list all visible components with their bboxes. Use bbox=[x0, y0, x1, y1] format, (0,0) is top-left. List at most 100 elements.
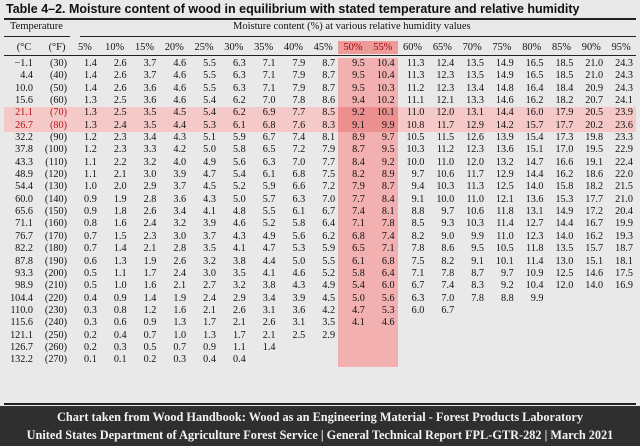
moisture-value-cell: 11.0 bbox=[496, 230, 514, 242]
moisture-value-cell: 12.0 bbox=[427, 107, 458, 120]
moisture-value-cell: 1.1 bbox=[84, 169, 97, 181]
moisture-value-cell: 0.3 bbox=[113, 341, 127, 353]
moisture-value-cell: 9.2 bbox=[500, 280, 514, 292]
temp-fahrenheit-cell: (30) bbox=[50, 58, 67, 69]
moisture-value-cell: 0.1 bbox=[84, 354, 97, 366]
moisture-value-cell: 5.4 bbox=[232, 169, 246, 181]
moisture-value-cell bbox=[427, 330, 457, 342]
moisture-value-cell: 8.4 bbox=[338, 156, 368, 170]
moisture-value-cell: 0.9 bbox=[203, 341, 216, 353]
moisture-value-cell: 14.4 bbox=[525, 169, 544, 181]
moisture-value-cell: 3.6 bbox=[292, 304, 306, 316]
moisture-value-cell bbox=[606, 293, 636, 305]
moisture-value-cell: 1.0 bbox=[113, 280, 127, 292]
moisture-value-cell: 19.5 bbox=[585, 144, 604, 156]
temp-celsius-cell: 115.6 bbox=[10, 317, 33, 329]
moisture-value-cell: 10.3 bbox=[466, 218, 484, 230]
moisture-value-cell: 11.2 bbox=[436, 144, 455, 156]
moisture-value-cell: 18.2 bbox=[555, 95, 574, 107]
moisture-value-cell: 13.5 bbox=[555, 243, 574, 255]
moisture-value-cell: 0.5 bbox=[84, 280, 97, 292]
moisture-value-cell: 20.5 bbox=[576, 107, 607, 120]
moisture-value-cell: 19.1 bbox=[585, 156, 604, 168]
moisture-value-cell: 5.9 bbox=[262, 181, 276, 193]
moisture-value-cell: 13.5 bbox=[466, 58, 484, 69]
moisture-value-cell: 20.4 bbox=[615, 206, 633, 218]
moisture-value-cell: 11.3 bbox=[466, 181, 484, 193]
moisture-value-cell: 15.1 bbox=[525, 144, 544, 156]
moisture-value-cell: 18.6 bbox=[585, 169, 604, 181]
temp-fahrenheit-cell: (80) bbox=[36, 119, 70, 133]
temp-celsius-cell: 4.4 bbox=[20, 70, 33, 82]
moisture-value-cell: 2.6 bbox=[173, 255, 187, 267]
moisture-value-cell bbox=[338, 354, 368, 367]
moisture-value-cell bbox=[576, 330, 606, 342]
moisture-value-cell: 2.6 bbox=[262, 317, 276, 329]
moisture-value-cell: 14.6 bbox=[495, 95, 514, 107]
moisture-value-cell: 7.4 bbox=[441, 280, 455, 292]
moisture-value-cell: 18.7 bbox=[615, 243, 633, 255]
moisture-value-cell: 9.7 bbox=[367, 132, 398, 145]
temp-fahrenheit-cell: (120) bbox=[44, 169, 67, 181]
moisture-value-cell: 4.9 bbox=[203, 156, 216, 168]
moisture-value-cell: 11.0 bbox=[436, 156, 455, 168]
moisture-value-cell: 4.7 bbox=[203, 169, 216, 181]
moisture-value-cell: 16.2 bbox=[525, 95, 544, 107]
moisture-value-cell: 21.0 bbox=[585, 70, 604, 82]
moisture-value-cell bbox=[547, 293, 577, 305]
moisture-value-cell: 7.1 bbox=[338, 218, 368, 231]
moisture-value-cell: 3.1 bbox=[292, 317, 306, 329]
moisture-value-cell: 1.4 bbox=[262, 341, 276, 353]
temp-fahrenheit-cell: (220) bbox=[44, 292, 67, 304]
moisture-value-cell: 7.9 bbox=[292, 70, 306, 82]
moisture-value-cell: 12.3 bbox=[466, 144, 484, 156]
moisture-value-cell: 2.5 bbox=[113, 95, 127, 107]
moisture-value-cell: 6.0 bbox=[411, 304, 425, 316]
moisture-value-cell: 0.4 bbox=[232, 354, 246, 366]
moisture-value-cell: 16.7 bbox=[585, 218, 604, 230]
moisture-value-cell: 0.6 bbox=[84, 255, 97, 267]
moisture-value-cell: 2.4 bbox=[99, 119, 130, 133]
bottom-rule bbox=[4, 403, 636, 405]
moisture-value-cell bbox=[606, 317, 636, 329]
moisture-value-cell: 5.8 bbox=[338, 267, 368, 281]
moisture-value-cell: 14.9 bbox=[555, 206, 574, 218]
moisture-value-cell: 5.6 bbox=[367, 292, 398, 305]
moisture-value-cell bbox=[576, 342, 606, 354]
moisture-value-cell: 14.0 bbox=[555, 230, 574, 242]
moisture-value-cell: 6.6 bbox=[292, 181, 306, 193]
moisture-value-cell: 6.9 bbox=[248, 107, 279, 120]
moisture-value-cell: 5.4 bbox=[189, 107, 219, 120]
moisture-value-cell: 19.3 bbox=[615, 230, 633, 242]
humidity-column-header: 55% bbox=[367, 41, 398, 54]
humidity-column-header: 30% bbox=[224, 42, 244, 53]
moisture-value-cell: 8.9 bbox=[367, 169, 398, 182]
moisture-value-cell: 8.1 bbox=[322, 132, 336, 144]
moisture-value-cell: 14.4 bbox=[555, 218, 574, 230]
moisture-value-cell: 4.2 bbox=[173, 144, 187, 156]
moisture-value-cell: 14.0 bbox=[585, 280, 604, 292]
moisture-value-cell: 6.3 bbox=[232, 70, 246, 82]
moisture-value-cell: 9.2 bbox=[367, 156, 398, 170]
moisture-value-cell: 6.3 bbox=[411, 292, 425, 304]
moisture-value-cell: 8.6 bbox=[322, 95, 336, 107]
moisture-value-cell: 12.0 bbox=[555, 280, 574, 292]
moisture-value-cell bbox=[487, 342, 517, 354]
moisture-value-cell: 9.7 bbox=[441, 206, 455, 218]
moisture-value-cell: 4.0 bbox=[173, 156, 187, 168]
moisture-value-cell: 10.5 bbox=[495, 243, 514, 255]
moisture-value-cell: 3.2 bbox=[143, 156, 157, 168]
moisture-value-cell bbox=[576, 317, 606, 329]
moisture-value-cell: 5.0 bbox=[338, 292, 368, 305]
moisture-value-cell: 10.3 bbox=[367, 82, 398, 96]
moisture-value-cell: 5.4 bbox=[203, 95, 216, 107]
moisture-value-cell bbox=[308, 342, 338, 354]
moisture-value-cell: 23.6 bbox=[606, 119, 636, 133]
moisture-value-cell: 1.6 bbox=[173, 304, 187, 316]
moisture-value-cell: 6.3 bbox=[292, 193, 306, 205]
table-row: 48.9 (120) 1.1 2.1 3.0 3.9 4.7 5.4 6.1 6.8 7.5 8.2 8… bbox=[4, 169, 636, 182]
moisture-value-cell: 1.3 bbox=[113, 255, 127, 267]
moisture-value-cell: 0.4 bbox=[113, 329, 127, 341]
moisture-value-cell: 7.8 bbox=[441, 267, 455, 279]
table-row: 15.6 (60) 1.3 2.5 3.6 4.6 5.4 6.2 7.0 7.8 8.6 9.4 10… bbox=[4, 95, 636, 108]
